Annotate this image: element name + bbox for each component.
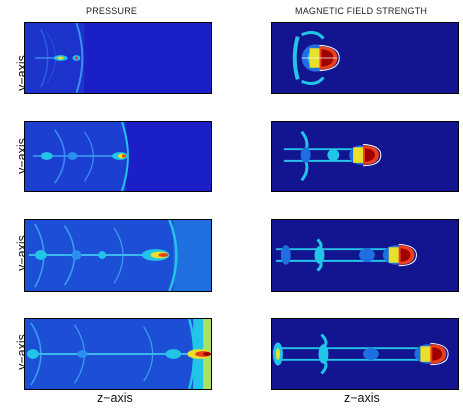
x-axis-label-left: z−axis: [97, 391, 133, 405]
magnetic-panel-2: [271, 121, 459, 192]
pressure-panel-3: [24, 219, 212, 292]
pressure-panel-2: [24, 121, 212, 192]
magnetic-panel-1: [271, 22, 459, 94]
magnetic-panel-3: [271, 219, 459, 292]
pressure-panel-4: [24, 318, 212, 390]
magnetic-column-title: MAGNETIC FIELD STRENGTH: [295, 6, 428, 16]
x-axis-label-right: z−axis: [344, 391, 380, 405]
pressure-panel-1: [24, 22, 212, 94]
magnetic-panel-4: [271, 318, 459, 390]
pressure-column-title: PRESSURE: [86, 6, 138, 16]
